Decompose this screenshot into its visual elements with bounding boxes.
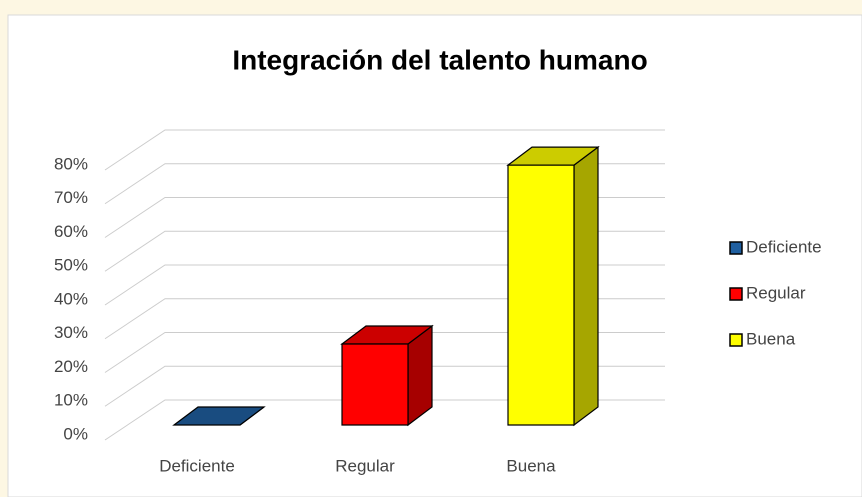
y-tick-label: 20%	[54, 357, 88, 376]
legend-swatch	[729, 241, 743, 255]
x-tick-label: Buena	[506, 456, 556, 475]
grid-line	[104, 365, 665, 407]
grid-line	[104, 399, 665, 441]
chart-area	[7, 14, 862, 497]
x-tick-label: Regular	[335, 456, 395, 475]
chart-title: Integración del talento humano	[232, 44, 647, 75]
bar	[340, 324, 434, 427]
y-tick-label: 60%	[54, 222, 88, 241]
grid-line	[104, 332, 665, 373]
legend-label: Deficiente	[746, 237, 822, 256]
y-tick-label: 80%	[54, 154, 88, 173]
grid-line	[104, 163, 665, 205]
y-tick-label: 40%	[54, 289, 88, 308]
y-tick-label: 50%	[54, 256, 88, 275]
bar-face	[341, 343, 409, 426]
grid-line	[104, 298, 665, 340]
y-tick-label: 0%	[63, 424, 88, 443]
grid-line	[104, 129, 665, 171]
y-tick-label: 70%	[54, 188, 88, 207]
legend-label: Regular	[746, 283, 806, 302]
bar-face	[172, 406, 266, 426]
x-tick-label: Deficiente	[159, 456, 235, 475]
grid-line	[104, 230, 665, 272]
grid-line	[104, 264, 665, 306]
legend-swatch	[729, 287, 743, 301]
bar	[172, 406, 266, 426]
grid-line	[104, 197, 665, 238]
legend-label: Buena	[746, 329, 796, 348]
bar-face	[573, 145, 599, 427]
bar	[506, 145, 600, 427]
bar-face	[507, 164, 575, 426]
legend-swatch	[729, 333, 743, 347]
y-tick-label: 10%	[54, 391, 88, 410]
y-tick-label: 30%	[54, 323, 88, 342]
